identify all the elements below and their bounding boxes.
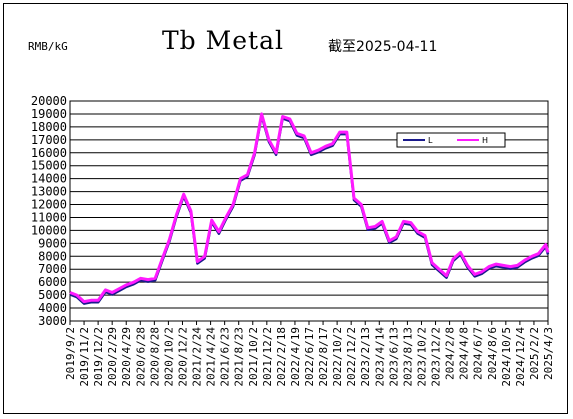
x-tick-label: 2022/12/2	[345, 327, 358, 387]
x-tick-label: 2021/8/23	[233, 327, 246, 387]
y-unit-label: RMB/kG	[28, 40, 68, 53]
x-tick-label: 2025/4/3	[542, 327, 555, 380]
x-tick-label: 2019/11/2	[78, 327, 91, 387]
x-tick-label: 2022/10/2	[331, 327, 344, 387]
y-tick-label: 10000	[31, 223, 67, 237]
x-tick-label: 2020/2/29	[106, 327, 119, 387]
y-tick-label: 5000	[38, 288, 67, 302]
x-tick-label: 2023/4/14	[373, 327, 386, 387]
x-tick-label: 2023/2/13	[359, 327, 372, 387]
y-tick-label: 14000	[31, 172, 67, 186]
y-tick-label: 12000	[31, 198, 67, 212]
x-tick-label: 2020/6/28	[134, 327, 147, 387]
x-tick-label: 2024/6/7	[472, 327, 485, 380]
x-tick-label: 2022/8/17	[317, 327, 330, 387]
chart-frame	[3, 3, 568, 414]
x-tick-label: 2023/8/13	[401, 327, 414, 387]
y-tick-label: 17000	[31, 133, 67, 147]
x-axis-ticks: 2019/9/2 2019/11/2 2019/12/2 2020/2/29 2020/…	[64, 321, 555, 387]
x-tick-label: 2024/8/6	[486, 327, 499, 380]
x-tick-label: 2022/4/19	[289, 327, 302, 387]
y-tick-label: 13000	[31, 185, 67, 199]
legend-box	[396, 132, 506, 148]
y-tick-label: 16000	[31, 146, 67, 160]
x-tick-label: 2025/2/2	[528, 327, 541, 380]
x-tick-label: 2020/8/28	[148, 327, 161, 387]
y-tick-label: 11000	[31, 210, 67, 224]
legend-label-H: H	[482, 136, 488, 145]
x-tick-label: 2022/6/17	[303, 327, 316, 387]
y-tick-label: 7000	[38, 262, 67, 276]
x-tick-label: 2021/2/24	[191, 327, 204, 387]
series-line-H	[69, 112, 550, 304]
x-tick-label: 2020/10/2	[162, 327, 175, 387]
x-tick-label: 2024/4/8	[458, 327, 471, 380]
x-tick-label: 2021/6/23	[219, 327, 232, 387]
as-of-date: 截至2025-04-11	[328, 39, 438, 55]
x-tick-label: 2023/10/2	[415, 327, 428, 387]
series-lines	[69, 112, 550, 305]
x-tick-label: 2020/12/2	[176, 327, 189, 387]
x-tick-label: 2024/12/4	[514, 327, 527, 387]
y-tick-label: 15000	[31, 159, 67, 173]
y-tick-label: 3000	[38, 314, 67, 328]
y-tick-label: 20000	[31, 94, 67, 108]
x-tick-label: 2024/2/8	[444, 327, 457, 380]
x-tick-label: 2023/6/13	[387, 327, 400, 387]
y-tick-label: 4000	[38, 301, 67, 315]
x-tick-label: 2021/10/2	[247, 327, 260, 387]
y-tick-label: 8000	[38, 249, 67, 263]
y-tick-label: 9000	[38, 236, 67, 250]
x-tick-label: 2023/12/2	[430, 327, 443, 387]
y-tick-label: 6000	[38, 275, 67, 289]
legend-label-L: L	[428, 136, 433, 145]
x-tick-label: 2020/4/29	[120, 327, 133, 387]
x-tick-label: 2022/2/18	[275, 327, 288, 387]
x-tick-label: 2024/10/5	[500, 327, 513, 387]
y-tick-label: 19000	[31, 107, 67, 121]
x-tick-label: 2021/12/2	[261, 327, 274, 387]
x-tick-label: 2019/12/2	[92, 327, 105, 387]
y-axis-ticks: 3000400050006000700080009000100001100012…	[31, 94, 67, 328]
chart-title: Tb Metal	[162, 26, 284, 55]
x-tick-label: 2021/4/24	[205, 327, 218, 387]
x-tick-label: 2019/9/2	[64, 327, 77, 380]
y-tick-label: 18000	[31, 120, 67, 134]
